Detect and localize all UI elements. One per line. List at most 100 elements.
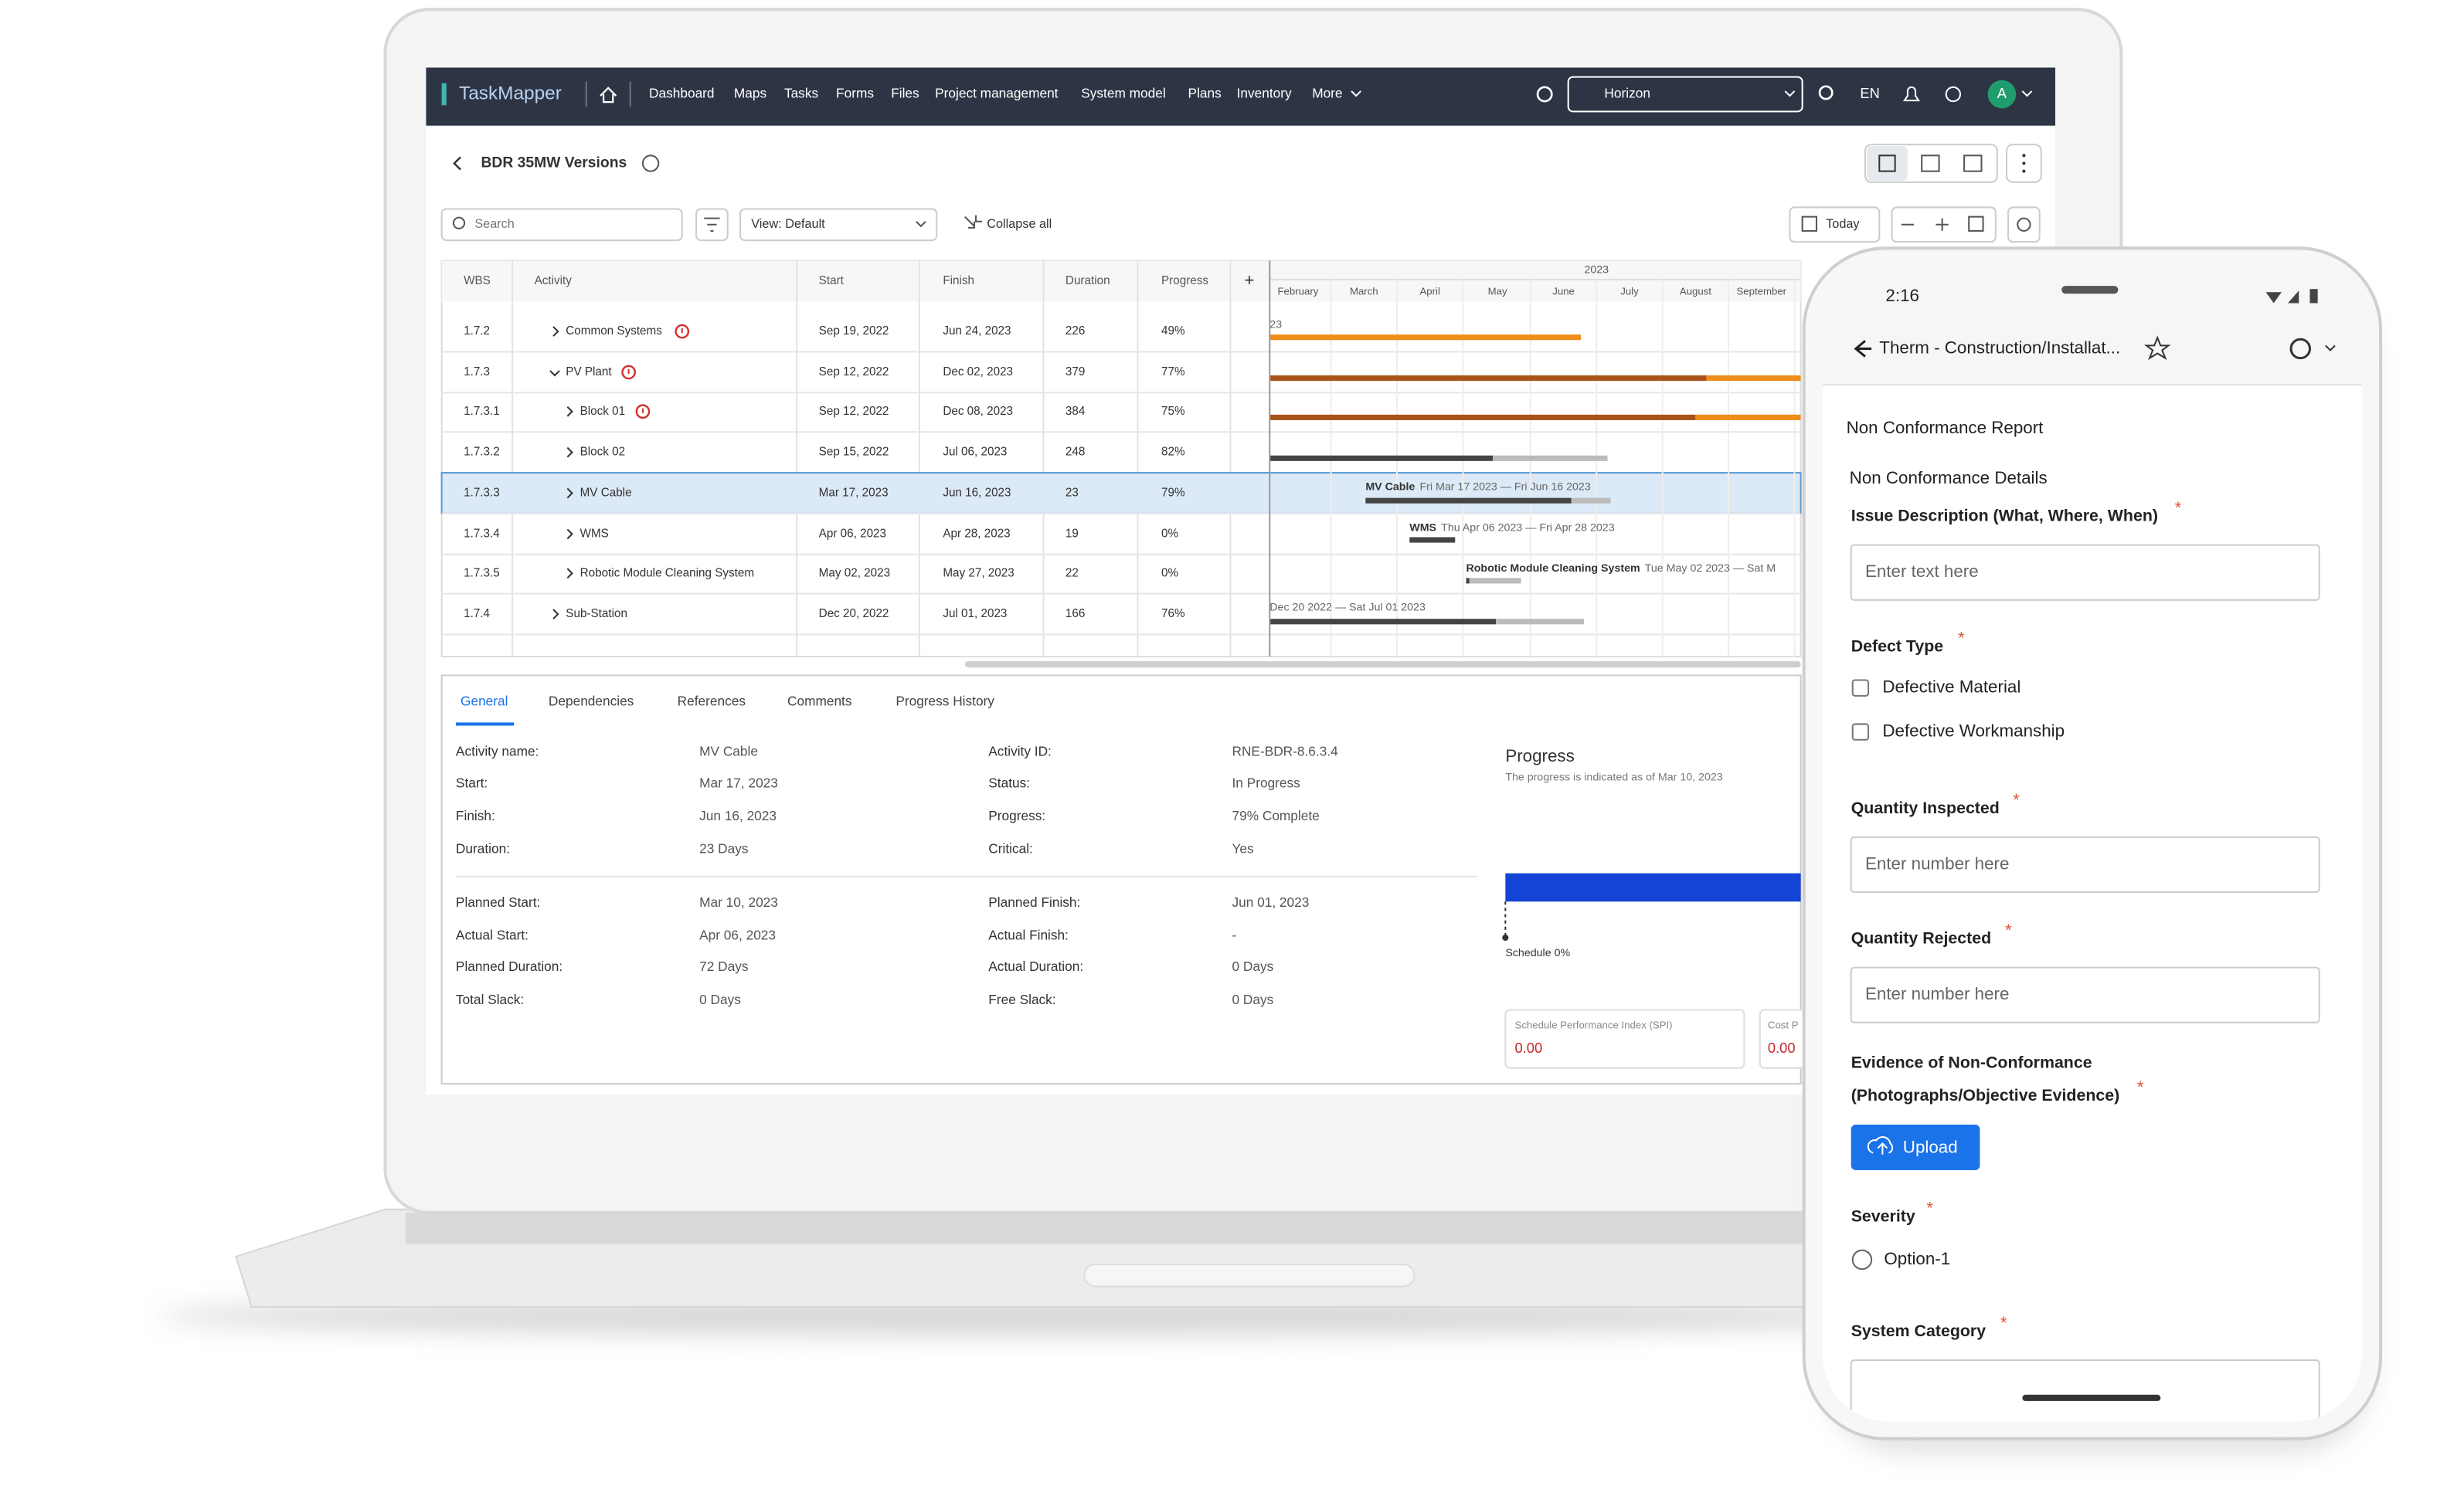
input[interactable] (1850, 544, 2320, 601)
expand-chevron[interactable] (566, 568, 573, 579)
tab[interactable]: General (461, 694, 508, 709)
home-icon[interactable] (600, 87, 617, 104)
field-label: Severity (1851, 1207, 1915, 1226)
cell: Sep 15, 2022 (819, 446, 889, 459)
trackpad-notch (1083, 1263, 1416, 1288)
workspace-select[interactable] (1567, 76, 1803, 113)
cell: 1.7.3.4 (464, 527, 500, 540)
language[interactable]: EN (1860, 85, 1879, 101)
year: 2023 (1584, 264, 1609, 277)
field-value: 23 Days (699, 841, 749, 857)
tab[interactable]: References (678, 694, 746, 709)
field-value: Mar 10, 2023 (699, 894, 778, 910)
nav-item[interactable]: Files (891, 86, 919, 101)
expand-chevron[interactable] (549, 370, 560, 377)
settings-button[interactable] (2007, 206, 2041, 243)
nav-item[interactable]: Maps (734, 86, 767, 101)
upload-label: Upload (1903, 1137, 1958, 1156)
field-label: System Category (1851, 1322, 1986, 1340)
back-icon[interactable] (1854, 340, 1872, 358)
view-gantt[interactable] (1867, 146, 1908, 181)
chevron (916, 221, 926, 228)
expand-chevron[interactable] (566, 528, 573, 540)
radio[interactable] (1851, 1249, 1873, 1271)
fullscreen[interactable] (1968, 215, 1984, 232)
avatar[interactable] (1987, 80, 2017, 109)
add-column[interactable]: + (1244, 270, 1254, 290)
progress-title: Progress (1505, 746, 1574, 765)
nav-item[interactable]: Plans (1188, 86, 1222, 101)
expand-chevron[interactable] (566, 406, 573, 417)
field-value: RNE-BDR-8.6.3.4 (1232, 744, 1339, 759)
nav-item[interactable]: Forms (836, 86, 874, 101)
cell: Common Systems (566, 324, 662, 338)
column-header: Progress (1161, 274, 1208, 287)
collapse-icon[interactable] (964, 215, 983, 229)
nav-item[interactable]: Project management (935, 86, 1059, 101)
view-table[interactable] (1921, 154, 1940, 172)
star-icon[interactable] (2143, 335, 2171, 361)
schedule-label: Schedule 0% (1505, 947, 1570, 959)
cost-value: 0.00 (1768, 1040, 1796, 1056)
status-time: 2:16 (1885, 286, 1919, 305)
table-header (441, 260, 1270, 302)
cell: May 02, 2023 (819, 566, 890, 579)
cell: 77% (1161, 365, 1185, 378)
expand-chevron[interactable] (566, 446, 573, 458)
tab[interactable]: Comments (787, 694, 852, 709)
spi-label: Schedule Performance Index (SPI) (1515, 1019, 1673, 1030)
info-icon[interactable] (641, 154, 660, 172)
field-value: MV Cable (699, 744, 758, 759)
cell: 19 (1065, 527, 1079, 540)
bar-dates: Thu Apr 06 2023 — Fri Apr 28 2023 (1441, 521, 1615, 534)
search-placeholder: Search (474, 217, 514, 231)
view-select[interactable] (739, 208, 938, 242)
checkbox[interactable] (1851, 679, 1870, 697)
field-label: Activity name: (456, 744, 539, 759)
gantt-bar (1695, 414, 1801, 420)
notch (2061, 286, 2119, 294)
field-value: - (1232, 928, 1237, 943)
checkbox[interactable] (1851, 723, 1870, 741)
cell: 0% (1161, 527, 1178, 540)
more-chevron (1351, 90, 1361, 97)
tab[interactable]: Progress History (896, 694, 994, 709)
cell: MV Cable (580, 487, 632, 500)
expand-chevron[interactable] (552, 609, 559, 619)
back-icon[interactable] (453, 156, 461, 171)
field-label: Duration: (456, 841, 510, 857)
collapse-all[interactable]: Collapse all (987, 217, 1052, 231)
expand-chevron[interactable] (552, 326, 559, 337)
chat-icon[interactable] (1945, 86, 1962, 103)
cell: PV Plant (566, 365, 612, 378)
tab[interactable]: Dependencies (549, 694, 634, 709)
nav-item[interactable]: Tasks (784, 86, 818, 101)
input[interactable] (1850, 836, 2320, 894)
nav-item[interactable]: More (1312, 86, 1342, 101)
input[interactable] (1850, 966, 2320, 1023)
bell-icon[interactable] (1902, 86, 1921, 102)
field-value: Jun 01, 2023 (1232, 894, 1310, 910)
nav-item[interactable]: System model (1081, 86, 1165, 101)
field-value: 72 Days (699, 959, 749, 974)
field-label: (Photographs/Objective Evidence) (1851, 1086, 2120, 1105)
nav-item[interactable]: Inventory (1237, 86, 1292, 101)
category-input[interactable] (1850, 1359, 2320, 1423)
upload-button[interactable] (1851, 1124, 1980, 1170)
nav-item[interactable]: Dashboard (649, 86, 714, 101)
view-list[interactable] (1963, 154, 1983, 172)
required-mark: * (2137, 1077, 2144, 1097)
expand-chevron[interactable] (566, 487, 573, 499)
search-box[interactable] (440, 208, 683, 242)
zoom-in[interactable] (1936, 218, 1949, 231)
workspace: Horizon (1604, 86, 1650, 101)
settings-icon[interactable] (1536, 86, 1553, 103)
phone-header (1823, 266, 2362, 385)
phone-header-title: Therm - Construction/Installat... (1879, 338, 2120, 357)
cell: Sep 19, 2022 (819, 324, 889, 338)
search-icon[interactable] (1818, 85, 1834, 100)
chevron (2325, 344, 2336, 351)
settings-icon[interactable] (2289, 338, 2312, 360)
field-label: Evidence of Non-Conformance (1851, 1053, 2092, 1071)
